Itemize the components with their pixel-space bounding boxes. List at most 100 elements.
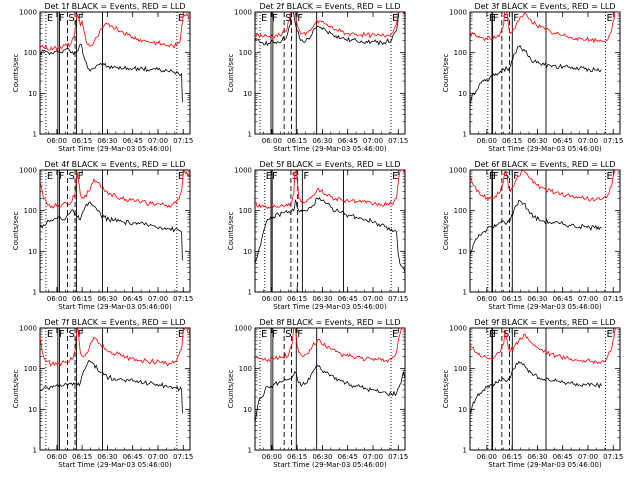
x-tick-label: 06:15 <box>502 137 522 145</box>
series-line-lld <box>470 170 620 202</box>
plot-frame <box>469 11 621 135</box>
marker-label-f: F <box>78 329 84 340</box>
series-line-events <box>470 45 602 106</box>
marker-label-e: E <box>489 13 495 24</box>
marker-label-e: E <box>392 171 398 182</box>
marker-label-e: E <box>47 171 53 182</box>
marker-label-e: E <box>489 171 495 182</box>
y-tick-label: 100 <box>24 207 37 215</box>
x-tick-label: 06:30 <box>97 295 117 303</box>
marker-label-f: F <box>272 329 278 340</box>
y-tick-label: 1000 <box>449 9 467 17</box>
marker-label-e: E <box>392 329 398 340</box>
y-tick-label: 1 <box>33 447 37 455</box>
x-tick-label: 07:00 <box>363 453 383 461</box>
y-tick-label: 100 <box>454 207 467 215</box>
x-tick-label: 06:30 <box>312 137 332 145</box>
x-tick-label: 06:45 <box>553 295 573 303</box>
x-tick-label: 07:00 <box>578 137 598 145</box>
series-line-events <box>40 359 183 414</box>
x-tick-label: 06:00 <box>477 295 497 303</box>
series-line-events <box>470 199 602 256</box>
x-tick-label: 06:45 <box>338 137 358 145</box>
y-tick-label: 10 <box>458 248 467 256</box>
x-tick-label: 07:15 <box>388 453 408 461</box>
y-axis-label: Counts/sec <box>442 54 450 93</box>
x-tick-label: 07:15 <box>388 295 408 303</box>
series-line-lld <box>255 12 405 39</box>
chart-title: Det 9f BLACK = Events, RED = LLD <box>474 318 615 327</box>
y-tick-label: 100 <box>24 365 37 373</box>
y-tick-label: 10 <box>28 90 37 98</box>
x-axis-label: Start Time (29-Mar-03 05:46:00) <box>488 461 602 469</box>
y-axis-label: Counts/sec <box>227 370 235 409</box>
marker-label-f: F <box>493 13 499 24</box>
y-tick-label: 10 <box>458 406 467 414</box>
x-axis-label: Start Time (29-Mar-03 05:46:00) <box>58 303 172 311</box>
x-axis-label: Start Time (29-Mar-03 05:46:00) <box>58 145 172 153</box>
marker-label-f: F <box>303 171 309 182</box>
y-tick-label: 100 <box>239 207 252 215</box>
series-line-lld <box>470 12 620 44</box>
y-tick-label: 10 <box>243 90 252 98</box>
marker-label-s: S <box>503 13 509 24</box>
y-tick-label: 1 <box>33 289 37 297</box>
x-axis-label: Start Time (29-Mar-03 05:46:00) <box>488 145 602 153</box>
x-axis-label: Start Time (29-Mar-03 05:46:00) <box>273 303 387 311</box>
x-axis-label: Start Time (29-Mar-03 05:46:00) <box>488 303 602 311</box>
x-tick-label: 07:00 <box>578 295 598 303</box>
x-tick-label: 06:15 <box>72 137 92 145</box>
plot-frame <box>254 169 406 293</box>
y-tick-label: 1000 <box>19 325 37 333</box>
marker-label-e: E <box>489 329 495 340</box>
marker-label-e: E <box>607 329 613 340</box>
x-tick-label: 07:00 <box>148 295 168 303</box>
x-tick-label: 06:00 <box>262 453 282 461</box>
x-tick-label: 06:45 <box>553 137 573 145</box>
x-tick-label: 06:00 <box>262 295 282 303</box>
x-tick-label: 06:15 <box>72 295 92 303</box>
series-line-lld <box>40 170 190 209</box>
y-tick-label: 100 <box>454 365 467 373</box>
y-axis-label: Counts/sec <box>12 370 20 409</box>
series-line-events <box>255 197 405 273</box>
detector-panel-2: Det 2f BLACK = Events, RED = LLD 1 10 100 10… <box>227 2 408 153</box>
y-tick-label: 100 <box>24 49 37 57</box>
x-tick-label: 07:15 <box>603 137 623 145</box>
marker-label-f: F <box>78 171 84 182</box>
chart-title: Det 8f BLACK = Events, RED = LLD <box>259 318 400 327</box>
marker-label-f: F <box>272 13 278 24</box>
marker-label-f: F <box>297 13 303 24</box>
x-tick-label: 06:30 <box>527 137 547 145</box>
y-tick-label: 1 <box>248 289 252 297</box>
marker-label-s: S <box>68 171 74 182</box>
x-tick-label: 07:15 <box>388 137 408 145</box>
x-tick-label: 07:00 <box>578 453 598 461</box>
y-tick-label: 1 <box>33 131 37 139</box>
marker-label-f: F <box>493 171 499 182</box>
series-line-events <box>255 12 405 47</box>
marker-label-e: E <box>261 13 267 24</box>
marker-label-s: S <box>68 329 74 340</box>
marker-label-f: F <box>513 171 519 182</box>
y-tick-label: 1 <box>463 289 467 297</box>
x-tick-label: 06:45 <box>553 453 573 461</box>
x-tick-label: 06:00 <box>477 137 497 145</box>
y-tick-label: 1000 <box>449 167 467 175</box>
x-tick-label: 07:00 <box>148 453 168 461</box>
y-axis-label: Counts/sec <box>12 54 20 93</box>
y-tick-label: 1 <box>463 131 467 139</box>
y-tick-label: 100 <box>454 49 467 57</box>
chart-title: Det 4f BLACK = Events, RED = LLD <box>44 160 185 169</box>
x-tick-label: 06:00 <box>262 137 282 145</box>
detector-panel-5: Det 5f BLACK = Events, RED = LLD 1 10 100 10… <box>227 160 408 311</box>
marker-label-e: E <box>178 171 184 182</box>
chart-title: Det 1f BLACK = Events, RED = LLD <box>44 2 185 11</box>
chart-title: Det 3f BLACK = Events, RED = LLD <box>474 2 615 11</box>
y-tick-label: 1 <box>463 447 467 455</box>
x-tick-label: 06:30 <box>312 295 332 303</box>
x-tick-label: 06:30 <box>527 295 547 303</box>
series-line-events <box>40 43 183 103</box>
x-tick-label: 06:00 <box>47 453 67 461</box>
y-tick-label: 1 <box>248 447 252 455</box>
